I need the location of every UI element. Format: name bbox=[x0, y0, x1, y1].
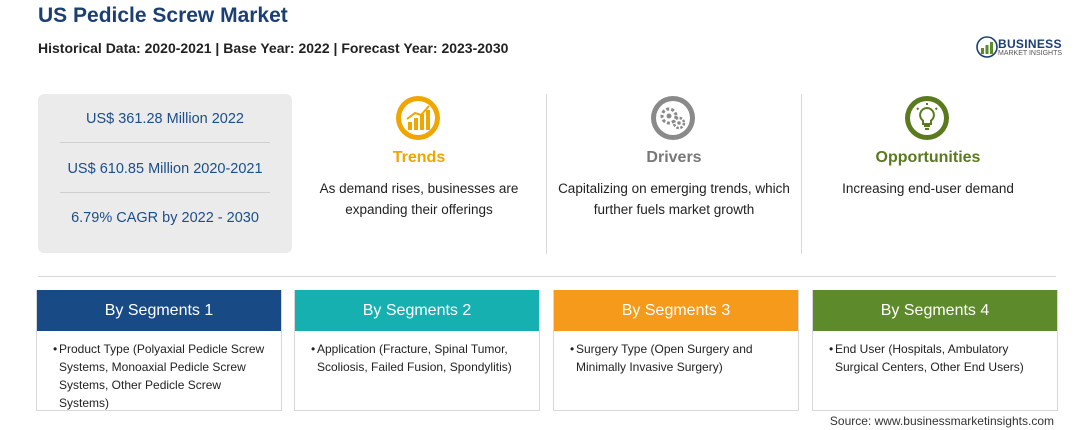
segment-body: • Application (Fracture, Spinal Tumor, S… bbox=[295, 331, 539, 376]
divider bbox=[60, 142, 270, 143]
lightbulb-icon bbox=[905, 96, 949, 140]
segment-card-2: By Segments 2 • Application (Fracture, S… bbox=[294, 290, 540, 411]
segment-card-3: By Segments 3 • Surgery Type (Open Surge… bbox=[553, 290, 799, 411]
business-logo-icon bbox=[976, 36, 998, 58]
bullet-icon: • bbox=[53, 342, 58, 356]
segment-body: • End User (Hospitals, Ambulatory Surgic… bbox=[813, 331, 1057, 376]
trends-heading: Trends bbox=[392, 149, 446, 166]
logo-text: BUSINESS bbox=[998, 37, 1062, 51]
segment-title: By Segments 1 bbox=[37, 290, 281, 331]
divider bbox=[801, 94, 802, 254]
divider bbox=[60, 192, 270, 193]
stat-market-size-2022: US$ 361.28 Million 2022 bbox=[86, 111, 244, 127]
stats-panel: US$ 361.28 Million 2022 US$ 610.85 Milli… bbox=[38, 94, 292, 253]
chart-growth-icon bbox=[396, 96, 440, 140]
bullet-icon: • bbox=[570, 342, 575, 356]
segment-title: By Segments 2 bbox=[295, 290, 539, 331]
segment-card-4: By Segments 4 • End User (Hospitals, Amb… bbox=[812, 290, 1058, 411]
segment-text: End User (Hospitals, Ambulatory Surgical… bbox=[835, 342, 1024, 374]
logo-subtext: MARKET INSIGHTS bbox=[998, 50, 1063, 57]
drivers-description: Capitalizing on emerging trends, which f… bbox=[558, 181, 790, 217]
segment-text: Product Type (Polyaxial Pedicle Screw Sy… bbox=[59, 342, 265, 410]
segment-body: • Product Type (Polyaxial Pedicle Screw … bbox=[37, 331, 281, 412]
segment-card-1: By Segments 1 • Product Type (Polyaxial … bbox=[36, 290, 282, 411]
page-title: US Pedicle Screw Market bbox=[38, 4, 288, 27]
source-note: Source: www.businessmarketinsights.com bbox=[829, 414, 1054, 428]
segment-text: Application (Fracture, Spinal Tumor, Sco… bbox=[317, 342, 512, 374]
stat-market-size-historical: US$ 610.85 Million 2020-2021 bbox=[67, 161, 263, 177]
trends-description: As demand rises, businesses are expandin… bbox=[319, 181, 519, 217]
segment-body: • Surgery Type (Open Surgery and Minimal… bbox=[554, 331, 798, 376]
divider bbox=[546, 94, 547, 254]
opportunities-heading: Opportunities bbox=[875, 149, 981, 166]
drivers-heading: Drivers bbox=[646, 149, 702, 166]
divider bbox=[38, 276, 1056, 277]
segment-title: By Segments 3 bbox=[554, 290, 798, 331]
page-subtitle: Historical Data: 2020-2021 | Base Year: … bbox=[38, 40, 509, 56]
stat-cagr: 6.79% CAGR by 2022 - 2030 bbox=[71, 210, 259, 226]
bullet-icon: • bbox=[829, 342, 834, 356]
opportunities-description: Increasing end-user demand bbox=[842, 181, 1014, 196]
gears-icon bbox=[651, 96, 695, 140]
bullet-icon: • bbox=[311, 342, 316, 356]
segment-title: By Segments 4 bbox=[813, 290, 1057, 331]
segment-text: Surgery Type (Open Surgery and Minimally… bbox=[576, 342, 753, 374]
